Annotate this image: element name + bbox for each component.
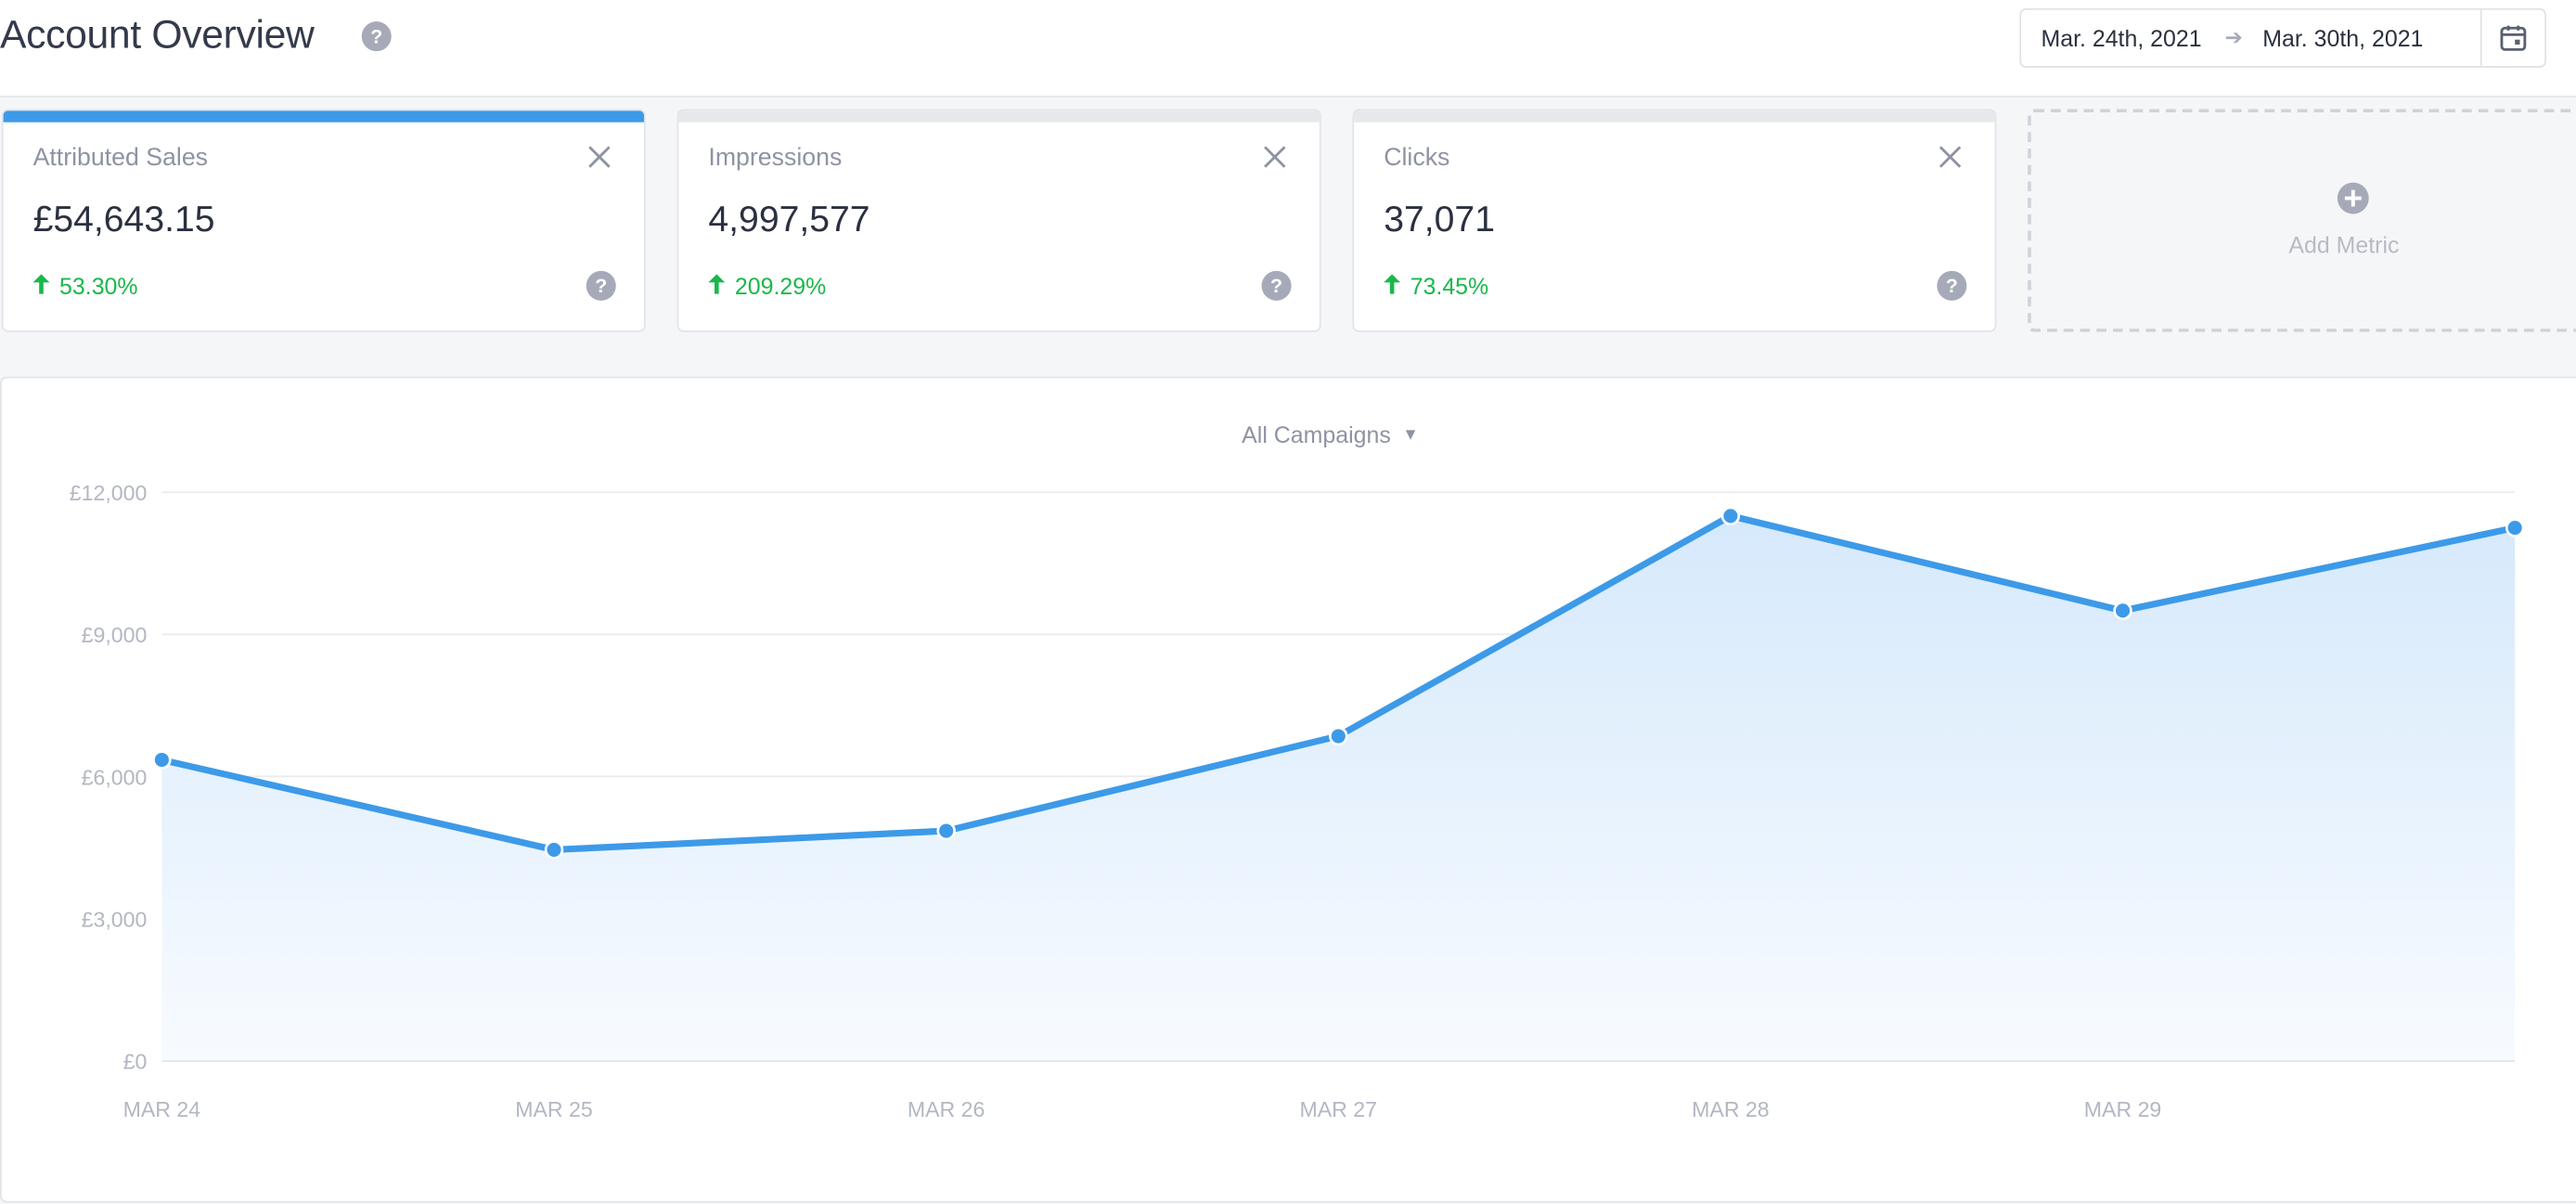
data-point[interactable] [1329, 726, 1348, 746]
data-point[interactable] [936, 821, 956, 841]
metric-card-impressions[interactable]: Impressions 4,997,577 209.29% ? [676, 109, 1321, 332]
add-metric-button[interactable]: Add Metric [2028, 109, 2576, 332]
metric-label: Attributed Sales [32, 143, 209, 173]
metric-card-bar [1354, 110, 1995, 123]
x-tick-label: MAR 29 [2084, 1097, 2162, 1121]
metric-label: Impressions [708, 143, 843, 173]
line-chart: £0 £3,000 £6,000 £9,000 £12,000 MAR 24 MAR 25 M… [70, 481, 2525, 1121]
data-point[interactable] [2113, 601, 2132, 621]
close-icon[interactable] [586, 144, 612, 170]
date-end[interactable]: Mar. 30th, 2021 [2262, 24, 2424, 52]
metric-value: £54,643.15 [32, 198, 215, 240]
metric-change-value: 209.29% [734, 272, 827, 300]
data-point[interactable] [2505, 518, 2525, 537]
y-tick-label: £6,000 [82, 765, 148, 789]
metric-change: 73.45% [1384, 273, 1488, 299]
metric-value: 37,071 [1384, 198, 1495, 240]
metric-change: 209.29% [708, 273, 826, 299]
arrow-up-icon [708, 273, 726, 299]
x-tick-label: MAR 26 [908, 1097, 985, 1121]
metric-card-bar [678, 110, 1320, 123]
x-tick-label: MAR 24 [123, 1097, 201, 1121]
question-circle-icon[interactable]: ? [1261, 270, 1292, 301]
data-point[interactable] [544, 840, 564, 860]
data-point[interactable] [1720, 506, 1741, 526]
caret-down-icon[interactable]: ▼ [1402, 425, 1419, 444]
metric-change-value: 53.30% [59, 272, 138, 300]
y-tick-label: £12,000 [70, 481, 148, 505]
x-tick-label: MAR 27 [1300, 1097, 1378, 1121]
chart-panel: All Campaigns ▼ £0 £3,000 £6,000 £9,000 £12,… [0, 376, 2576, 1203]
header: Account Overview ? Mar. 24th, 2021 ➔ Mar… [0, 0, 2576, 97]
close-icon[interactable] [1937, 144, 1963, 170]
date-start[interactable]: Mar. 24th, 2021 [2041, 24, 2202, 52]
arrow-up-icon [1384, 273, 1401, 299]
add-metric-label[interactable]: Add Metric [2288, 231, 2400, 258]
question-circle-icon[interactable]: ? [361, 21, 392, 52]
series-area [161, 515, 2516, 1061]
date-range-picker[interactable]: Mar. 24th, 2021 ➔ Mar. 30th, 2021 [2019, 7, 2546, 68]
y-tick-label: £0 [123, 1049, 148, 1073]
campaign-dropdown[interactable]: All Campaigns ▼ [1242, 421, 1419, 447]
metric-change-value: 73.45% [1410, 272, 1489, 300]
y-tick-label: £9,000 [82, 623, 148, 647]
close-icon[interactable] [1262, 144, 1288, 170]
page-title: Account Overview [0, 13, 315, 58]
campaign-dropdown-label[interactable]: All Campaigns [1242, 421, 1391, 448]
x-tick-label: MAR 28 [1692, 1097, 1770, 1121]
metric-change: 53.30% [32, 272, 138, 300]
metric-value: 4,997,577 [708, 198, 870, 240]
plus-circle-icon[interactable] [2337, 182, 2370, 223]
metric-card-clicks[interactable]: Clicks 37,071 73.45% ? [1352, 109, 1997, 332]
metric-label: Clicks [1384, 143, 1450, 173]
question-circle-icon[interactable]: ? [1937, 270, 1967, 301]
arrow-right-icon: ➔ [2224, 24, 2243, 50]
metric-card-attributed-sales[interactable]: Attributed Sales £54,643.15 53.30% ? [1, 109, 646, 332]
arrow-up-icon [32, 273, 50, 299]
x-tick-label: MAR 25 [515, 1097, 593, 1121]
question-circle-icon[interactable]: ? [586, 270, 616, 301]
data-point[interactable] [152, 750, 172, 770]
metric-card-active-bar [3, 110, 645, 123]
calendar-icon[interactable] [2479, 9, 2544, 67]
y-tick-label: £3,000 [82, 907, 148, 931]
